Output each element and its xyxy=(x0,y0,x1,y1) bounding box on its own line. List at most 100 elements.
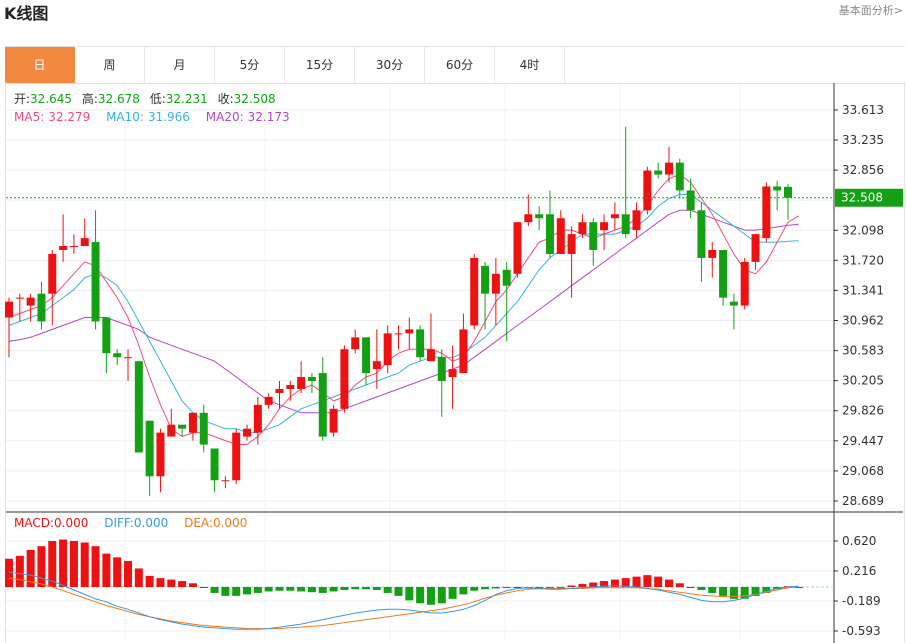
candle-body xyxy=(405,329,414,334)
candle-body xyxy=(26,297,35,306)
candle-body xyxy=(221,480,230,482)
macd-bar xyxy=(329,587,338,592)
macd-bar xyxy=(719,587,728,596)
macd-bar xyxy=(664,579,673,588)
macd-bar xyxy=(426,587,435,605)
macd-bar xyxy=(243,587,252,595)
diff-label: DIFF: xyxy=(104,516,134,530)
candle-body xyxy=(178,424,187,429)
tab-4hour[interactable]: 4时 xyxy=(495,47,565,83)
candle-body xyxy=(524,214,533,223)
macd-bar xyxy=(167,579,176,588)
page-title: K线图 xyxy=(4,4,49,23)
macd-bar xyxy=(481,587,490,590)
macd-bar xyxy=(178,581,187,588)
ma-legend: MA5: 32.279 MA10: 31.966 MA20: 32.173 xyxy=(14,110,290,124)
ma5-label: MA5: xyxy=(14,110,44,124)
candle-body xyxy=(167,424,176,437)
macd-bar xyxy=(340,587,349,590)
macd-bar xyxy=(448,587,457,599)
tab-daily[interactable]: 日 xyxy=(5,47,75,83)
macd-bar xyxy=(210,587,219,593)
macd-bar xyxy=(589,582,598,588)
candle-body xyxy=(329,408,338,433)
macd-bar xyxy=(405,587,414,601)
candle-body xyxy=(210,448,219,481)
candle-body xyxy=(253,404,262,433)
candle-body xyxy=(297,377,306,389)
price-tick-label: 31.341 xyxy=(842,283,884,297)
tab-5min[interactable]: 5分 xyxy=(215,47,285,83)
macd-bar xyxy=(156,578,165,588)
macd-bar xyxy=(102,553,111,588)
candle-body xyxy=(556,218,565,254)
macd-bar xyxy=(545,587,554,589)
current-price-box xyxy=(835,188,903,207)
macd-tick-label: 0.620 xyxy=(842,534,876,548)
fundamental-analysis-link[interactable]: 基本面分析> xyxy=(838,4,903,17)
ohlc-legend: 开:32.645 高:32.678 低:32.231 收:32.508 xyxy=(14,91,276,106)
candle-body xyxy=(37,293,46,322)
macd-tick-label: -0.189 xyxy=(842,594,881,608)
candle-body xyxy=(156,432,165,477)
candle-body xyxy=(654,170,663,175)
macd-panel xyxy=(5,539,834,630)
candle-body xyxy=(545,214,554,254)
candle-body xyxy=(102,317,111,354)
close-value: 32.508 xyxy=(234,92,276,106)
macd-bar xyxy=(69,541,78,588)
open-label: 开: xyxy=(14,92,30,106)
macd-bar xyxy=(253,587,262,593)
macd-bar xyxy=(286,587,295,591)
tab-weekly[interactable]: 周 xyxy=(75,47,145,83)
ma5-value: 32.279 xyxy=(48,110,90,124)
candle-body xyxy=(513,222,522,274)
high-value: 32.678 xyxy=(98,92,140,106)
candle-body xyxy=(773,186,782,191)
macd-bar xyxy=(199,587,208,589)
macd-bar xyxy=(567,585,576,588)
macd-bar xyxy=(751,587,760,596)
macd-bar xyxy=(318,587,327,593)
candle-body xyxy=(232,432,241,481)
macd-bar xyxy=(275,587,284,591)
candle-body xyxy=(686,190,695,211)
candle-body xyxy=(610,214,619,219)
candle-body xyxy=(437,357,446,382)
price-tick-label: 32.098 xyxy=(842,223,884,237)
candle-body xyxy=(675,162,684,191)
price-axis: 33.613 33.235 32.856 32.098 31.720 31.341 30.9… xyxy=(834,103,884,638)
candle-body xyxy=(643,170,652,211)
candle-body xyxy=(459,329,468,374)
candle-body xyxy=(340,349,349,409)
macd-bar xyxy=(372,587,381,590)
macd-bar xyxy=(556,587,565,589)
candle-body xyxy=(600,222,609,231)
macd-bar xyxy=(124,561,133,588)
macd-tick-label: 0.216 xyxy=(842,564,876,578)
macd-bar xyxy=(416,587,425,604)
tab-monthly[interactable]: 月 xyxy=(145,47,215,83)
candle-body xyxy=(91,242,100,322)
tab-15min[interactable]: 15分 xyxy=(285,47,355,83)
candle-body xyxy=(362,337,371,374)
macd-legend: MACD:0.000 DIFF:0.000 DEA:0.000 xyxy=(14,516,247,530)
tab-30min[interactable]: 30分 xyxy=(355,47,425,83)
ma20-line xyxy=(8,209,799,414)
macd-bar xyxy=(600,581,609,588)
macd-bar xyxy=(188,583,197,588)
macd-bar xyxy=(351,587,360,590)
candle-body xyxy=(535,214,544,219)
ma10-line xyxy=(8,193,799,434)
dea-label: DEA: xyxy=(184,516,213,530)
candle-body xyxy=(307,377,316,382)
macd-label: MACD: xyxy=(14,516,54,530)
candle-body xyxy=(286,384,295,389)
candle-body xyxy=(48,253,57,294)
macd-bar xyxy=(362,587,371,590)
price-tick-label: 29.447 xyxy=(842,434,884,448)
tab-60min[interactable]: 60分 xyxy=(425,47,495,83)
macd-bar xyxy=(654,576,663,588)
candle-body xyxy=(5,301,13,318)
